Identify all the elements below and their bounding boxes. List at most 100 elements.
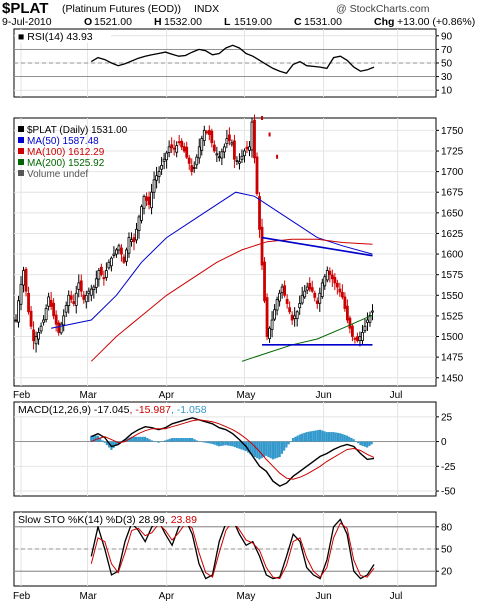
- candle-body: [235, 160, 239, 162]
- histogram-bar: [141, 436, 144, 442]
- histogram-bar: [157, 441, 160, 443]
- candle-body: [243, 150, 246, 157]
- rsi-title-bg: [15, 30, 111, 43]
- histogram-bar: [343, 434, 346, 442]
- histogram-bar: [292, 438, 295, 442]
- ohlc-key-h: H: [154, 16, 162, 28]
- gap-marker: [268, 132, 271, 137]
- histogram-bar: [128, 437, 131, 442]
- candle-body: [310, 287, 314, 292]
- sto-panel: 80 50 20 Slow STO %K(14) %D(3) 28.99, 23.89: [13, 511, 453, 587]
- candle-body: [37, 331, 40, 340]
- histogram-bar: [269, 441, 272, 459]
- candle-body: [19, 283, 23, 305]
- ohlc-key-c: C: [294, 16, 302, 28]
- candle-body: [150, 191, 153, 209]
- histogram-bar: [330, 432, 333, 442]
- y-tick-label: 1675: [441, 188, 464, 199]
- candle-body: [122, 256, 126, 263]
- candle-body: [167, 146, 171, 153]
- histogram-bar: [316, 430, 319, 442]
- candle-body: [200, 138, 204, 151]
- candle-body: [155, 175, 158, 181]
- histogram-bar: [348, 436, 351, 442]
- histogram-bar: [341, 434, 344, 442]
- y-tick-label: 30: [441, 72, 453, 83]
- y-tick-label: 1700: [441, 167, 464, 178]
- candle-body: [215, 153, 219, 156]
- candle-body: [130, 239, 133, 243]
- candle-body: [280, 286, 284, 294]
- histogram-bar: [305, 432, 308, 442]
- histogram-bar: [370, 441, 373, 445]
- histogram-bar: [287, 441, 290, 445]
- candle-body: [305, 286, 309, 291]
- candles: [14, 114, 374, 353]
- histogram-bar: [99, 438, 102, 442]
- y-tick-label: 50: [441, 59, 453, 70]
- histogram-bar: [114, 441, 117, 446]
- quote-date: 9-Jul-2010: [2, 16, 52, 28]
- candle-body: [351, 325, 354, 337]
- histogram-bar: [202, 441, 205, 443]
- candle-body: [366, 319, 369, 323]
- histogram-bar: [359, 441, 362, 446]
- histogram-bar: [213, 441, 216, 445]
- candle-body: [290, 314, 294, 321]
- histogram-bar: [211, 441, 214, 444]
- candle-body: [59, 323, 63, 334]
- candle-body: [120, 247, 123, 255]
- histogram-bar: [274, 441, 277, 459]
- candle-body: [87, 290, 91, 294]
- legend-swatch: [18, 126, 24, 132]
- ohlc-value-l: 1519.00: [234, 16, 272, 28]
- histogram-bar: [132, 436, 135, 442]
- candle-body: [160, 165, 164, 170]
- candle-body: [240, 155, 244, 160]
- candle-body: [313, 292, 317, 298]
- histogram-bar: [101, 440, 104, 442]
- histogram-bar: [90, 435, 93, 442]
- ohlc-key-o: O: [84, 16, 92, 28]
- x-tick-label: Feb: [13, 390, 31, 401]
- histogram-bar: [146, 438, 149, 442]
- histogram-bar: [323, 431, 326, 442]
- candle-body: [145, 196, 148, 201]
- histogram-bar: [298, 434, 301, 442]
- candle-body: [343, 296, 347, 309]
- signal-line: [91, 419, 375, 480]
- candle-body: [115, 249, 118, 255]
- histogram-bar: [285, 441, 288, 448]
- credit: @ StockCharts.com: [336, 3, 430, 15]
- candle-body: [17, 300, 20, 323]
- candle-body: [175, 145, 179, 153]
- candle-body: [67, 294, 71, 307]
- histogram-bar: [229, 441, 232, 446]
- candle-body: [293, 315, 297, 320]
- histogram-bar: [265, 441, 268, 456]
- histogram-bar: [334, 432, 337, 442]
- candle-body: [363, 325, 367, 332]
- candle-body: [137, 216, 141, 231]
- histogram-bar: [260, 441, 263, 459]
- histogram-bar: [220, 441, 223, 446]
- histogram-bar: [296, 435, 299, 442]
- trendline: [261, 236, 373, 257]
- x-tick-label: Jul: [390, 390, 403, 401]
- histogram-bar: [204, 441, 207, 443]
- histogram-bar: [368, 441, 371, 446]
- histogram-bar: [312, 430, 315, 442]
- histogram-bar: [251, 441, 254, 456]
- histogram-bar: [278, 441, 281, 458]
- y-tick-label: 1750: [441, 126, 464, 137]
- candle-body: [177, 141, 181, 144]
- candle-body: [212, 144, 216, 152]
- candle-body: [140, 206, 143, 221]
- legend-swatch: [18, 159, 24, 165]
- legend-entry: MA(50) 1587.48: [27, 136, 99, 147]
- candle-body: [104, 270, 108, 278]
- candle-body: [117, 245, 121, 251]
- candle-body: [102, 277, 106, 280]
- y-tick-label: 1600: [441, 250, 464, 261]
- histogram-bar: [164, 440, 167, 442]
